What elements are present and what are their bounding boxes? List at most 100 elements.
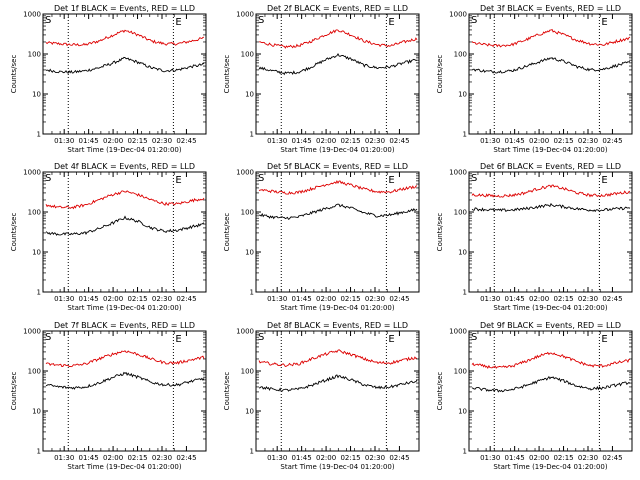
x-tick-label: 02:30 <box>365 295 385 303</box>
y-tick-label: 1000 <box>236 11 254 19</box>
y-tick-label: 1 <box>37 131 41 139</box>
events-rate-line <box>471 202 631 213</box>
events-rate-line <box>45 56 205 74</box>
x-tick-label: 01:45 <box>505 137 525 145</box>
events-rate-line <box>471 57 631 74</box>
detector-panel: Det 3f BLACK = Events, RED = LLD 1 10 100 10… <box>436 4 633 154</box>
x-tick-label: 02:45 <box>176 295 196 303</box>
x-tick-label: 01:30 <box>54 295 74 303</box>
y-tick-label: 10 <box>32 249 41 257</box>
y-tick-label: 100 <box>28 368 41 376</box>
y-tick-label: 100 <box>241 368 254 376</box>
lld-rate-line <box>45 190 205 210</box>
detector-panel: Det 8f BLACK = Events, RED = LLD 1 10 100 10… <box>223 321 420 471</box>
panel-title: Det 6f BLACK = Events, RED = LLD <box>480 162 621 171</box>
events-rate-line <box>258 52 418 76</box>
x-axis-label: Start Time (19-Dec-04 01:20:00) <box>493 146 607 154</box>
x-axis-label: Start Time (19-Dec-04 01:20:00) <box>280 304 394 312</box>
y-tick-label: 1 <box>250 448 254 456</box>
x-tick-label: 02:45 <box>176 454 196 462</box>
end-marker-label: E <box>388 17 394 28</box>
x-axis-label: Start Time (19-Dec-04 01:20:00) <box>280 146 394 154</box>
y-axis-label: Counts/sec <box>10 372 18 411</box>
x-axis-label: Start Time (19-Dec-04 01:20:00) <box>67 463 181 471</box>
x-tick-label: 02:15 <box>340 295 360 303</box>
y-tick-label: 1000 <box>236 328 254 336</box>
x-tick-label: 02:00 <box>529 454 549 462</box>
y-tick-label: 1000 <box>23 169 41 177</box>
panel-title: Det 4f BLACK = Events, RED = LLD <box>54 162 195 171</box>
x-tick-label: 01:30 <box>267 137 287 145</box>
end-marker-label: E <box>175 17 181 28</box>
x-tick-label: 01:45 <box>292 295 312 303</box>
x-tick-label: 01:30 <box>267 454 287 462</box>
x-tick-label: 02:00 <box>316 454 336 462</box>
plot-frame <box>42 13 207 135</box>
y-tick-label: 1 <box>37 289 41 297</box>
x-tick-label: 02:00 <box>316 137 336 145</box>
events-rate-line <box>45 215 205 236</box>
x-tick-label: 01:45 <box>505 454 525 462</box>
start-marker-label: S <box>471 332 477 343</box>
end-marker-label: E <box>601 17 607 28</box>
x-tick-label: 02:45 <box>602 137 622 145</box>
x-tick-label: 01:45 <box>79 454 99 462</box>
x-axis-label: Start Time (19-Dec-04 01:20:00) <box>67 146 181 154</box>
x-tick-label: 01:30 <box>480 295 500 303</box>
x-tick-label: 02:45 <box>389 137 409 145</box>
end-marker-label: E <box>601 334 607 345</box>
events-rate-line <box>258 374 418 392</box>
x-tick-label: 02:15 <box>127 137 147 145</box>
events-rate-line <box>45 371 205 390</box>
x-tick-label: 02:30 <box>365 137 385 145</box>
x-tick-label: 02:30 <box>152 137 172 145</box>
x-tick-label: 02:00 <box>103 295 123 303</box>
y-tick-label: 10 <box>458 91 467 99</box>
end-marker-label: E <box>175 334 181 345</box>
lld-rate-line <box>258 29 418 49</box>
y-axis-label: Counts/sec <box>10 213 18 252</box>
x-axis-label: Start Time (19-Dec-04 01:20:00) <box>280 463 394 471</box>
x-tick-label: 02:30 <box>152 454 172 462</box>
x-tick-label: 02:15 <box>127 454 147 462</box>
x-axis-label: Start Time (19-Dec-04 01:20:00) <box>493 463 607 471</box>
x-tick-label: 02:15 <box>340 137 360 145</box>
detector-panel: Det 6f BLACK = Events, RED = LLD 1 10 100 10… <box>436 162 633 312</box>
y-tick-label: 10 <box>32 91 41 99</box>
y-tick-label: 1000 <box>23 328 41 336</box>
start-marker-label: S <box>258 15 264 26</box>
lld-rate-line <box>45 350 205 368</box>
lld-rate-line <box>471 351 630 370</box>
y-tick-label: 1000 <box>236 169 254 177</box>
start-marker-label: S <box>471 173 477 184</box>
detector-panel: Det 4f BLACK = Events, RED = LLD 1 10 100 10… <box>10 162 207 312</box>
y-tick-label: 10 <box>458 249 467 257</box>
end-marker-label: E <box>601 175 607 186</box>
x-tick-label: 02:15 <box>127 295 147 303</box>
x-axis-label: Start Time (19-Dec-04 01:20:00) <box>67 304 181 312</box>
start-marker-label: S <box>258 332 264 343</box>
panel-title: Det 9f BLACK = Events, RED = LLD <box>480 321 621 330</box>
y-tick-label: 1000 <box>449 328 467 336</box>
x-tick-label: 02:15 <box>553 295 573 303</box>
x-tick-label: 01:45 <box>292 137 312 145</box>
x-tick-label: 02:30 <box>578 137 598 145</box>
x-tick-label: 01:45 <box>292 454 312 462</box>
x-tick-label: 02:45 <box>602 454 622 462</box>
y-tick-label: 1 <box>463 289 467 297</box>
start-marker-label: S <box>45 332 51 343</box>
y-tick-label: 1 <box>463 131 467 139</box>
x-tick-label: 02:30 <box>578 295 598 303</box>
plot-frame <box>468 13 633 135</box>
plot-frame <box>468 171 633 293</box>
x-tick-label: 01:45 <box>505 295 525 303</box>
x-tick-label: 01:45 <box>79 295 99 303</box>
y-tick-label: 1 <box>250 131 254 139</box>
x-tick-label: 02:00 <box>103 454 123 462</box>
x-tick-label: 02:15 <box>553 454 573 462</box>
start-marker-label: S <box>471 15 477 26</box>
x-tick-label: 02:30 <box>152 295 172 303</box>
y-tick-label: 10 <box>32 408 41 416</box>
y-tick-label: 100 <box>28 51 41 59</box>
